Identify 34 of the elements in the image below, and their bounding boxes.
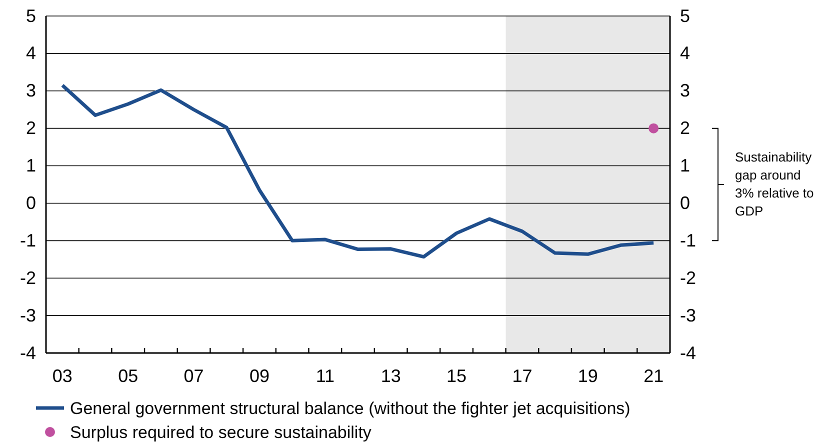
y2-tick-label: 4 [680,43,690,64]
x-tick-label: 11 [316,366,334,386]
x-tick-label: 21 [644,366,664,386]
y-tick-label: 0 [26,192,36,213]
y-tick-label: -3 [20,305,36,326]
y2-tick-label: -1 [680,230,696,250]
y-tick-label: -1 [20,230,36,250]
x-tick-label: 17 [512,366,532,386]
x-tick-label: 19 [578,366,598,386]
y2-tick-label: -3 [680,305,696,326]
legend-label: Surplus required to secure sustainability [70,423,372,442]
y-tick-label: -4 [20,342,36,363]
y-tick-label: 1 [26,156,36,176]
y-tick-label: 5 [26,6,36,26]
x-tick-label: 09 [249,366,270,386]
x-tick-label: 15 [446,366,467,386]
y2-tick-label: 3 [680,80,690,101]
y-tick-label: 4 [26,43,36,64]
x-tick-label: 03 [52,366,72,386]
y-tick-label: -2 [20,268,36,288]
x-tick-label: 13 [380,366,401,386]
y-tick-label: 2 [26,118,36,138]
y2-tick-label: 5 [680,6,690,26]
x-tick-label: 05 [118,366,138,386]
y-tick-label: 3 [26,80,36,101]
y2-tick-label: 0 [680,192,690,213]
line-series [60,84,656,259]
y2-tick-label: -4 [680,342,696,363]
y2-tick-label: 1 [680,156,690,176]
x-tick-label: 07 [184,366,204,386]
legend-label: General government structural balance (without the fighter jet acquisitions) [70,399,630,418]
y2-tick-label: -2 [680,268,696,288]
y2-tick-label: 2 [680,118,690,138]
text: Sustainability gap around 3% relative to GDP [735,150,814,218]
